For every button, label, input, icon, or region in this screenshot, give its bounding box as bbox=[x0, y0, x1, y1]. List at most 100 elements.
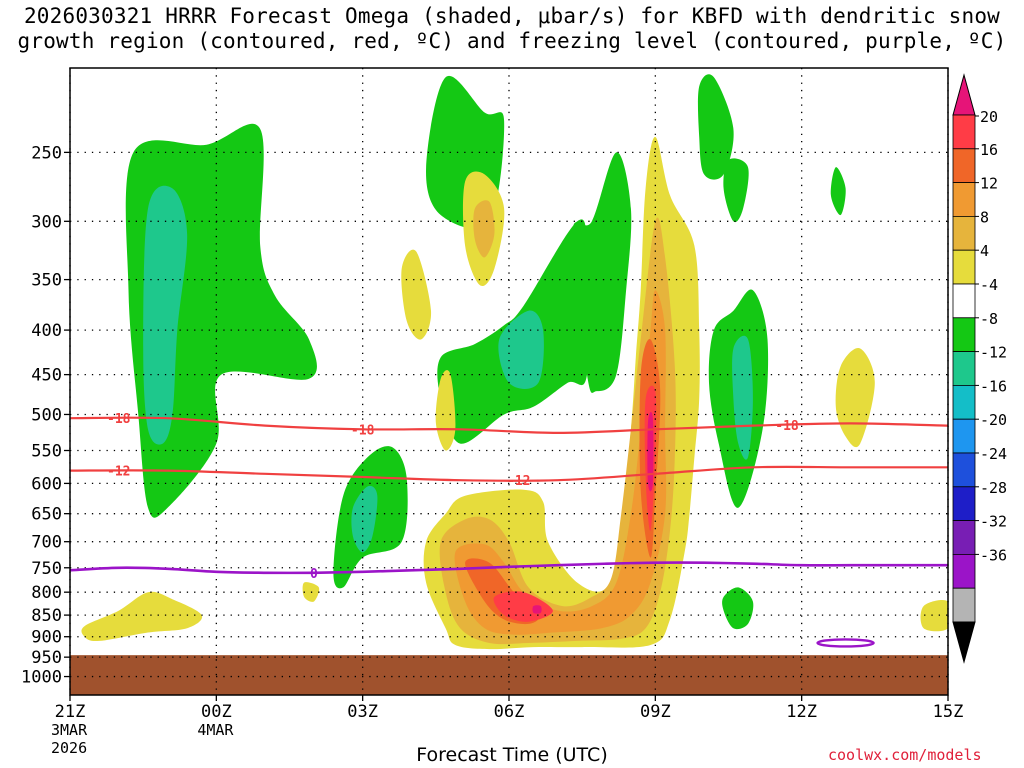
y-tick-label: 400 bbox=[31, 321, 62, 341]
colorbar-label: -24 bbox=[980, 445, 1007, 463]
freezing-level-line bbox=[70, 561, 948, 575]
omega-region-neg8 bbox=[143, 185, 188, 445]
y-tick-label: 650 bbox=[31, 505, 62, 525]
omega-region-pos4 bbox=[401, 249, 432, 340]
dgz-contour-label: -12 bbox=[507, 474, 530, 489]
colorbar-label: -8 bbox=[980, 310, 998, 328]
omega-region-pos24 bbox=[532, 605, 542, 614]
y-tick-label: 950 bbox=[31, 648, 62, 668]
contour-label-text: -18 bbox=[351, 423, 375, 438]
colorbar-swatch bbox=[952, 249, 976, 285]
colorbar-swatch bbox=[952, 283, 976, 319]
colorbar-swatch bbox=[952, 520, 976, 555]
contour-label-text: -12 bbox=[507, 474, 530, 489]
x-tick-label: 21Z bbox=[55, 702, 86, 722]
y-tick-label: 900 bbox=[31, 628, 62, 648]
contour-label-text: 0 bbox=[310, 567, 318, 582]
dgz-contour-line bbox=[70, 416, 948, 435]
omega-region-neg8 bbox=[351, 485, 378, 553]
colorbar-swatch bbox=[952, 452, 976, 488]
y-tick-label: 500 bbox=[31, 405, 62, 425]
y-tick-label: 1000 bbox=[21, 668, 62, 688]
credit-link[interactable]: coolwx.com/models bbox=[828, 746, 982, 764]
omega-region-pos4 bbox=[435, 370, 456, 451]
y-tick-label: 850 bbox=[31, 606, 62, 626]
contour-layer: -18 -18 -18 -12 -12 0 bbox=[70, 412, 948, 648]
colorbar-label: 4 bbox=[980, 242, 989, 260]
colorbar-swatch bbox=[952, 587, 976, 623]
colorbar-label: -32 bbox=[980, 513, 1007, 531]
x-axis-label: Forecast Time (UTC) bbox=[416, 744, 608, 766]
x-tick-label: 12Z bbox=[786, 702, 817, 722]
colorbar-top-extend bbox=[952, 73, 976, 116]
colorbar-swatch bbox=[952, 384, 976, 420]
colorbar-label: -20 bbox=[980, 411, 1007, 429]
y-tick-label: 350 bbox=[31, 271, 62, 291]
y-tick-label: 250 bbox=[31, 143, 62, 163]
omega-region-pos8 bbox=[473, 200, 495, 258]
colorbar-swatch bbox=[952, 554, 976, 589]
chart-title-line1: 2026030321 HRRR Forecast Omega (shaded, … bbox=[23, 4, 1001, 28]
colorbar-swatch bbox=[952, 418, 976, 454]
y-tick-label: 300 bbox=[31, 212, 62, 232]
colorbar-label: 12 bbox=[980, 175, 998, 193]
dgz-contour-label: -18 bbox=[107, 412, 131, 427]
y-tick-label: 700 bbox=[31, 533, 62, 553]
y-tick-label: 750 bbox=[31, 559, 62, 579]
freezing-level-loop bbox=[816, 638, 875, 648]
omega-region-pos4 bbox=[920, 600, 948, 632]
colorbar-label: -28 bbox=[980, 479, 1007, 497]
colorbar-label: 8 bbox=[980, 208, 989, 226]
colorbar-label: -4 bbox=[980, 276, 998, 294]
omega-region-pos4 bbox=[302, 582, 320, 602]
chart-title: 2026030321 HRRR Forecast Omega (shaded, … bbox=[0, 4, 1024, 54]
x-tick-label: 03Z bbox=[347, 702, 378, 722]
omega-region-pos20 bbox=[493, 591, 553, 622]
x-tick-label: 09Z bbox=[640, 702, 671, 722]
freezing-level-label: 0 bbox=[310, 567, 318, 582]
omega-region-pos4 bbox=[81, 591, 203, 642]
colorbar-label: 16 bbox=[980, 141, 998, 159]
omega-region-neg4 bbox=[697, 74, 734, 180]
gridlines bbox=[69, 68, 949, 695]
colorbar-label: 20 bbox=[980, 108, 998, 126]
colorbar-swatch bbox=[952, 182, 976, 217]
x-tick-label: 00Z bbox=[201, 702, 232, 722]
colorbar-swatch bbox=[952, 215, 976, 251]
y-tick-label: 600 bbox=[31, 474, 62, 494]
colorbar: 20 16 12 8 4 -4 -8 -12 -16 -20 -24 -28 -32 -36 bbox=[952, 73, 1007, 664]
x-tick-label: 06Z bbox=[494, 702, 525, 722]
omega-region-pos24 bbox=[647, 411, 654, 492]
colorbar-swatch bbox=[952, 114, 976, 150]
contour-label-text: -12 bbox=[107, 465, 130, 480]
omega-region-neg4 bbox=[723, 158, 749, 223]
contour-label-text: -18 bbox=[107, 412, 131, 427]
omega-region-neg8 bbox=[498, 310, 544, 389]
colorbar-swatch bbox=[952, 351, 976, 386]
dgz-contour-line bbox=[70, 465, 948, 482]
omega-region-neg4 bbox=[830, 167, 846, 216]
colorbar-label: -12 bbox=[980, 344, 1007, 362]
colorbar-label: -16 bbox=[980, 377, 1007, 395]
omega-region-neg4 bbox=[722, 587, 754, 630]
chart-title-line2: growth region (contoured, red, ºC) and f… bbox=[17, 29, 1007, 53]
omega-region-pos12 bbox=[454, 290, 667, 635]
omega-region-pos4 bbox=[835, 348, 875, 448]
colorbar-swatch bbox=[952, 317, 976, 352]
y-tick-label: 450 bbox=[31, 366, 62, 386]
omega-region-neg8 bbox=[732, 335, 753, 460]
dgz-contour-label: -18 bbox=[351, 423, 375, 438]
colorbar-bottom-extend bbox=[952, 621, 976, 664]
colorbar-swatch bbox=[952, 486, 976, 521]
omega-region-pos8 bbox=[439, 217, 676, 645]
y-tick-label: 800 bbox=[31, 583, 62, 603]
dgz-contour-label: -12 bbox=[107, 465, 130, 480]
colorbar-label: -36 bbox=[980, 546, 1007, 564]
omega-region-neg4 bbox=[572, 152, 632, 393]
y-axis: 2503003504004505005506006507007508008509… bbox=[21, 143, 70, 688]
x-tick-date: 4MAR bbox=[197, 721, 234, 739]
y-tick-label: 550 bbox=[31, 442, 62, 462]
contour-label-text: -18 bbox=[775, 419, 799, 434]
